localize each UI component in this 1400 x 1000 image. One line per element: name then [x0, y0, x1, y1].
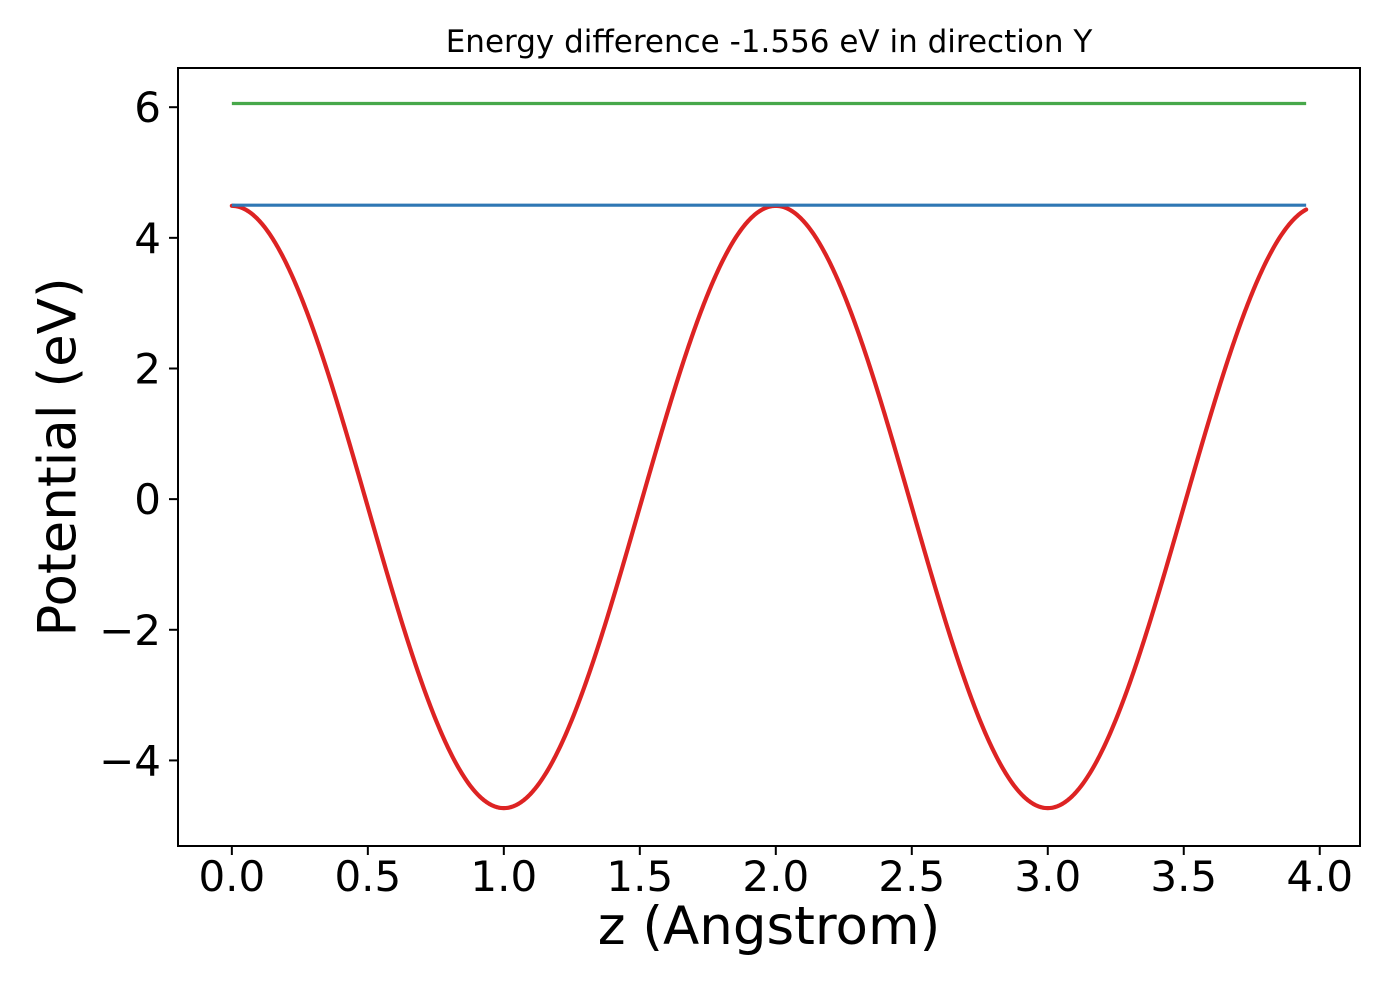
- planar-potential-curve: [229, 203, 1309, 811]
- x-tick-label: 4.0: [1286, 852, 1353, 901]
- axes-spines: [177, 67, 1361, 847]
- x-axis-label: z (Angstrom): [597, 896, 941, 957]
- y-tick-label: −2: [99, 606, 161, 655]
- chart-title: Energy difference -1.556 eV in direction…: [445, 24, 1093, 60]
- y-tick-label: 0: [134, 475, 161, 524]
- y-tick-label: 2: [134, 344, 161, 393]
- y-axis-label: Potential (eV): [27, 277, 89, 637]
- x-tick-label: 2.5: [878, 852, 945, 901]
- x-tick-label: 1.5: [606, 852, 673, 901]
- x-tick-label: 0.5: [334, 852, 401, 901]
- y-tick-label: −4: [99, 736, 161, 785]
- y-tick-label: 4: [134, 214, 161, 263]
- x-tick-label: 2.0: [742, 852, 809, 901]
- y-tick-label: 6: [134, 83, 161, 132]
- x-tick-label: 0.0: [198, 852, 265, 901]
- x-tick-label: 3.5: [1150, 852, 1217, 901]
- x-tick-label: 1.0: [470, 852, 537, 901]
- x-tick-label: 3.0: [1014, 852, 1081, 901]
